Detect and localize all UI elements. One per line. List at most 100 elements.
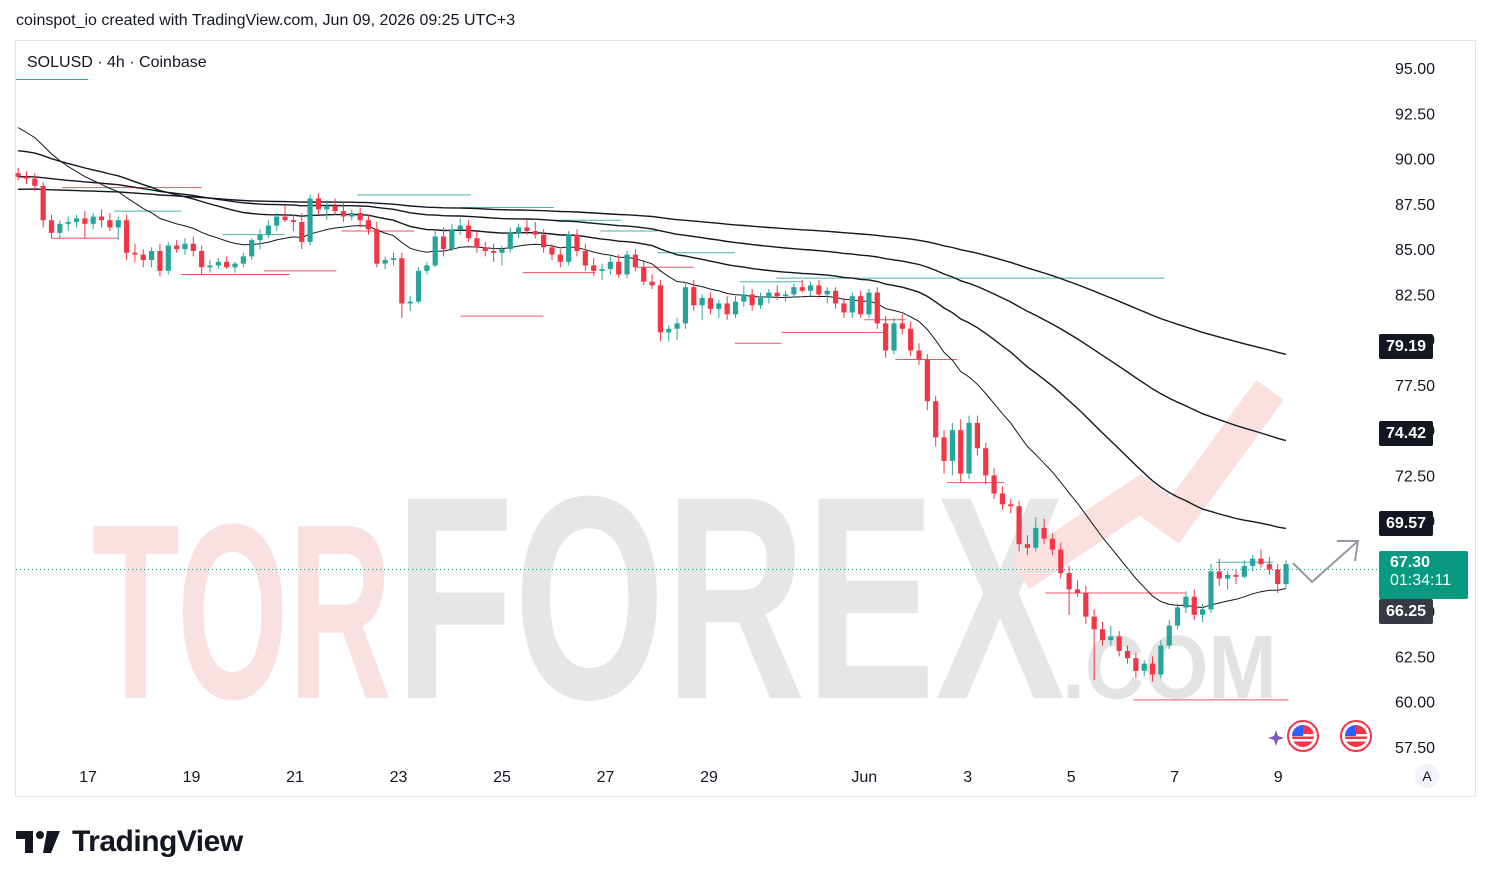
- candle-body: [1225, 574, 1231, 579]
- candle: [1108, 625, 1114, 646]
- candle-body: [832, 290, 839, 304]
- candle-body: [1091, 616, 1097, 630]
- symbol-label[interactable]: SOLUSD · 4h · Coinbase: [27, 54, 207, 71]
- candle: [1174, 603, 1181, 630]
- candle: [165, 241, 171, 275]
- watermark-text-tor: TOR: [92, 472, 392, 751]
- auto-scale-button[interactable]: A: [1415, 764, 1439, 788]
- candle: [741, 285, 747, 308]
- candle-body: [1208, 571, 1214, 610]
- candle-body: [841, 303, 847, 313]
- candle: [749, 288, 755, 311]
- chart-header: coinspot_io created with TradingView.com…: [16, 12, 516, 29]
- candle-body: [482, 247, 488, 251]
- us-flag-icon-2[interactable]: [1340, 720, 1372, 752]
- candle-body: [749, 294, 755, 306]
- candle-body: [357, 212, 363, 221]
- candle: [899, 314, 905, 335]
- candle-body: [1024, 544, 1031, 548]
- candle: [933, 395, 939, 447]
- y-tick-label: 77.50: [1395, 378, 1435, 395]
- candle-body: [1158, 645, 1164, 675]
- candle: [340, 202, 347, 222]
- candle-body: [908, 328, 914, 351]
- candle: [332, 198, 338, 215]
- candle: [1283, 560, 1289, 588]
- candle: [991, 468, 997, 499]
- candle: [382, 256, 388, 270]
- candle-body: [941, 437, 947, 461]
- candle: [632, 249, 638, 271]
- price-axis[interactable]: 95.0092.5090.0087.5085.0082.5080.0077.50…: [1395, 61, 1435, 757]
- candle: [457, 218, 463, 235]
- candle-body: [849, 296, 855, 313]
- candle: [791, 283, 797, 299]
- candle-body: [140, 254, 146, 261]
- tradingview-logo[interactable]: TradingView: [16, 822, 243, 862]
- candle-body: [541, 234, 547, 248]
- time-axis[interactable]: 17 19 21 23 25 27 29 Jun 3 5 7 9: [79, 769, 1283, 786]
- candle-body: [1233, 574, 1239, 577]
- candle-body: [32, 178, 38, 186]
- tradingview-logo-text: TradingView: [72, 825, 243, 858]
- candle-body: [582, 250, 588, 266]
- y-tick-label: 92.50: [1395, 106, 1435, 123]
- candle: [1133, 652, 1139, 679]
- candle-body: [1275, 569, 1281, 584]
- candle: [249, 238, 255, 261]
- candle-body: [516, 227, 522, 233]
- sparkle-icon[interactable]: [1268, 730, 1284, 746]
- candle: [782, 290, 789, 302]
- candle-body: [899, 323, 905, 329]
- candle-body: [724, 303, 730, 315]
- candle: [924, 354, 930, 411]
- event-flags[interactable]: [1262, 720, 1382, 756]
- candle-body: [924, 359, 930, 402]
- candle: [507, 227, 513, 253]
- candle: [1225, 571, 1231, 590]
- x-tick-label: Jun: [851, 769, 877, 786]
- candle-body: [307, 198, 313, 242]
- candle: [999, 486, 1006, 510]
- x-tick-label: 21: [286, 769, 304, 786]
- candle-body: [157, 250, 163, 271]
- chart-frame[interactable]: [15, 40, 1476, 797]
- candle-body: [415, 270, 422, 302]
- candle: [641, 260, 647, 286]
- candle-body: [933, 401, 939, 438]
- candle-body: [757, 298, 764, 306]
- candle: [1124, 645, 1131, 664]
- candle-body: [1141, 663, 1147, 671]
- candle-body: [1066, 573, 1072, 590]
- candle-body: [207, 265, 213, 268]
- candle: [582, 243, 588, 271]
- candle: [123, 214, 130, 261]
- candle: [557, 249, 563, 268]
- candle-body: [424, 265, 430, 271]
- candle: [424, 261, 430, 275]
- candle: [866, 288, 872, 318]
- candle: [449, 223, 455, 251]
- us-flag-icon[interactable]: [1287, 720, 1319, 752]
- candle: [1008, 498, 1014, 514]
- candle-body: [999, 493, 1006, 505]
- candle: [816, 279, 822, 299]
- candle: [807, 281, 814, 297]
- candle: [290, 214, 296, 232]
- candle-body: [465, 225, 472, 239]
- candle-body: [1049, 538, 1056, 550]
- x-tick-label: 27: [597, 769, 615, 786]
- candle: [1166, 620, 1172, 650]
- candle: [132, 243, 138, 262]
- candle: [599, 263, 605, 280]
- candle-body: [974, 422, 980, 449]
- candle: [415, 267, 422, 304]
- candle: [73, 214, 80, 228]
- candle-body: [949, 430, 955, 461]
- candle-body: [707, 298, 714, 309]
- candle: [699, 294, 705, 320]
- candle: [32, 173, 38, 192]
- candle: [148, 247, 155, 268]
- candle: [532, 222, 538, 239]
